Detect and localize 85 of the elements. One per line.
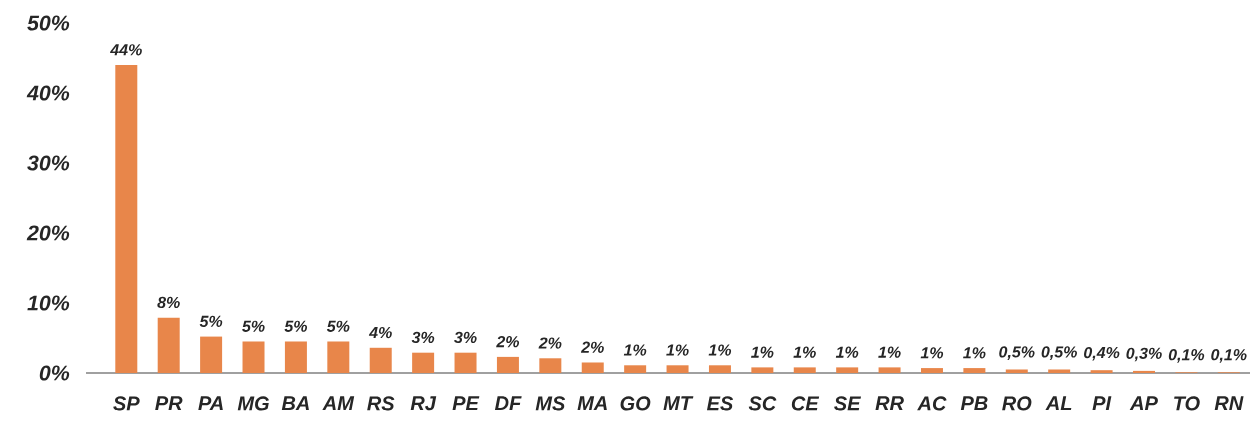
- x-tick-label: GO: [620, 396, 651, 411]
- x-tick-label: PR: [155, 396, 183, 411]
- x-tick-label: RN: [1214, 396, 1244, 411]
- y-tick-label: 10%: [27, 295, 70, 311]
- y-tick-label: 50%: [27, 15, 70, 31]
- data-label: 8%: [157, 296, 180, 309]
- data-label: 1%: [623, 344, 647, 356]
- data-label: 2%: [496, 336, 520, 348]
- bar: [836, 367, 859, 373]
- data-label: 0,1%: [1211, 349, 1247, 363]
- x-tick-label: MG: [237, 396, 269, 411]
- data-label: 1%: [793, 346, 816, 358]
- data-label: 1%: [708, 344, 732, 356]
- bar: [920, 368, 943, 373]
- bar: [242, 341, 265, 373]
- x-tick-label: BA: [281, 396, 309, 411]
- x-tick-label: SP: [113, 396, 140, 411]
- bar: [284, 341, 307, 373]
- bar: [624, 365, 647, 373]
- y-tick-label: 0%: [39, 365, 70, 381]
- bar: [666, 365, 689, 373]
- bar: [200, 336, 223, 373]
- data-label: 44%: [110, 44, 142, 56]
- x-tick-label: ES: [706, 396, 734, 411]
- data-label: 1%: [878, 346, 901, 358]
- bar: [793, 367, 816, 373]
- data-label: 5%: [199, 315, 223, 327]
- bar: [496, 356, 519, 373]
- data-label: 1%: [666, 344, 689, 356]
- bar: [1005, 369, 1028, 373]
- bar: [751, 367, 774, 373]
- x-tick-label: AM: [322, 396, 355, 411]
- y-tick-label: 30%: [27, 155, 70, 171]
- x-tick-label: MT: [663, 396, 694, 411]
- x-tick-label: PI: [1092, 396, 1112, 411]
- x-tick-label: PB: [960, 396, 988, 411]
- x-tick-label: DF: [494, 396, 522, 411]
- data-label: 4%: [368, 326, 392, 339]
- bar: [539, 358, 562, 373]
- data-label: 1%: [835, 346, 859, 358]
- bar: [369, 347, 392, 373]
- x-tick-label: RS: [367, 396, 395, 411]
- data-label: 0,5%: [999, 346, 1035, 360]
- data-label: 0,4%: [1084, 346, 1120, 361]
- x-tick-label: MA: [577, 396, 607, 411]
- data-label: 1%: [963, 347, 986, 359]
- bar: [327, 341, 350, 373]
- x-tick-label: SC: [748, 396, 777, 411]
- bar: [963, 368, 986, 373]
- x-tick-label: AL: [1045, 396, 1072, 411]
- data-label: 3%: [411, 331, 435, 344]
- x-tick-label: RJ: [410, 396, 437, 411]
- x-tick-label: RR: [875, 396, 904, 411]
- bar: [454, 352, 477, 373]
- data-label: 3%: [454, 331, 477, 344]
- y-tick-label: 40%: [26, 85, 70, 101]
- data-label: 5%: [284, 320, 308, 332]
- bar: [708, 365, 731, 373]
- y-tick-label: 20%: [26, 225, 70, 241]
- bar: [115, 64, 138, 373]
- x-tick-label: SE: [834, 396, 861, 411]
- data-label: 5%: [326, 320, 350, 332]
- x-tick-label: AP: [1129, 396, 1158, 411]
- data-label: 1%: [751, 346, 774, 358]
- x-tick-label: PE: [452, 396, 480, 411]
- bar: [581, 362, 604, 373]
- data-label: 2%: [538, 337, 562, 349]
- data-label: 0,5%: [1041, 346, 1077, 360]
- bar: [878, 367, 901, 373]
- data-label: 0,3%: [1126, 347, 1162, 362]
- data-label: 1%: [920, 347, 944, 359]
- x-tick-label: MS: [535, 396, 566, 411]
- data-label: 5%: [242, 320, 265, 332]
- x-tick-label: TO: [1174, 396, 1200, 411]
- data-label: 0,1%: [1168, 349, 1205, 363]
- bar: [1090, 370, 1113, 373]
- x-tick-label: CE: [791, 396, 820, 411]
- x-tick-label: PA: [198, 396, 223, 411]
- bar: [412, 352, 435, 373]
- bar: [1132, 370, 1155, 373]
- x-tick-label: AC: [917, 396, 947, 411]
- bar: [1048, 369, 1071, 373]
- x-tick-label: RO: [1002, 396, 1032, 411]
- bar: [157, 317, 180, 373]
- data-label: 2%: [580, 341, 604, 353]
